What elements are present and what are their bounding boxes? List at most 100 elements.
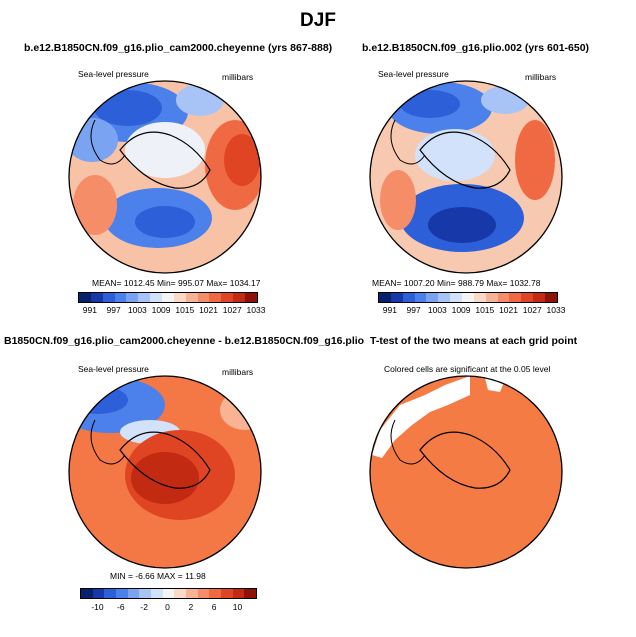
panel3-colorbar-swatch-6 <box>151 589 163 598</box>
panel3-colorbar-swatch-14 <box>244 589 257 598</box>
panel2-units: millibars <box>525 72 557 82</box>
panel3-stats: MIN = -6.66 MAX = 11.98 <box>110 571 206 581</box>
panel3-colorbar-tick-label: 2 <box>188 602 194 612</box>
panel1-colorbar-swatch-12 <box>221 293 234 302</box>
panel2-low-core <box>400 90 460 118</box>
panel1-colorbar-tick-label: 1033 <box>246 305 266 315</box>
panel1-units: millibars <box>222 72 254 82</box>
panel2-title: b.e12.B1850CN.f09_g16.plio.002 (yrs 601-… <box>362 42 590 54</box>
panel2-high-west <box>380 170 416 230</box>
panel2-high-east <box>515 120 555 200</box>
panel2-coastline2 <box>390 119 426 165</box>
panel1-colorbar-swatch-14 <box>245 293 257 302</box>
panel3-colorbar-swatch-8 <box>174 589 187 598</box>
panel3-colorbar-swatch-4 <box>127 589 140 598</box>
panel4-subtitle: Colored cells are significant at the 0.0… <box>384 364 551 374</box>
panel1-colorbar-swatch-8 <box>173 293 186 302</box>
panel1-colorbar-tick-label: 1027 <box>222 305 242 315</box>
panel1-colorbar-swatch-4 <box>126 293 139 302</box>
panel2-stats: MEAN= 1007.20 Min= 988.79 Max= 1032.78 <box>372 278 541 288</box>
panel2-colorbar-swatch-1 <box>390 293 403 302</box>
panel3-colorbar <box>80 588 257 599</box>
panel1-colorbar-swatch-13 <box>233 293 246 302</box>
panel3-colorbar-swatch-9 <box>186 589 198 598</box>
panel3-colorbar-swatch-11 <box>209 589 222 598</box>
panel4-title: T-test of the two means at each grid poi… <box>370 335 578 347</box>
panel2-colorbar-swatch-14 <box>545 293 557 302</box>
panel2-colorbar-tick-label: 1003 <box>427 305 447 315</box>
panel4-coastline2 <box>390 419 426 465</box>
panel3-colorbar-swatch-12 <box>221 589 233 598</box>
panel1-colorbar-swatch-1 <box>90 293 103 302</box>
panel2-colorbar-swatch-10 <box>497 293 510 302</box>
panel3-colorbar-swatch-13 <box>232 589 245 598</box>
panel1-stats: MEAN= 1012.45 Min= 995.07 Max= 1034.17 <box>92 278 261 288</box>
main-title: DJF <box>300 10 336 31</box>
panel1-title: b.e12.B1850CN.f09_g16.plio_cam2000.cheye… <box>24 42 333 54</box>
panel1-map-boundary <box>68 80 262 274</box>
panel2-neutral-center <box>415 129 495 181</box>
panel1-colorbar-swatch-5 <box>138 293 151 302</box>
panel3-colorbar-swatch-0 <box>81 589 93 598</box>
panel2-colorbar-swatch-3 <box>414 293 427 302</box>
panel4-coastline <box>419 431 511 489</box>
panel3-units: millibars <box>222 367 254 377</box>
panel3-colorbar-swatch-5 <box>139 589 152 598</box>
panel2-colorbar-swatch-7 <box>462 293 474 302</box>
panel1-colorbar-tick-label: 1021 <box>199 305 218 315</box>
panel2-coastline <box>419 131 511 189</box>
panel4-significant-cells <box>370 376 562 568</box>
panel2-colorbar-swatch-0 <box>379 293 391 302</box>
panel3-high-core <box>131 452 199 504</box>
panel1-high-west <box>73 175 117 235</box>
panel2-colorbar-tick-label: 991 <box>382 305 397 315</box>
panel1-coastline2 <box>90 119 126 165</box>
panel3-title: B1850CN.f09_g16.plio_cam2000.cheyenne - … <box>4 335 364 347</box>
panel1-colorbar-tick-label: 1015 <box>175 305 195 315</box>
panel1-coastline <box>119 131 211 189</box>
panel2-colorbar-tick-label: 1021 <box>499 305 518 315</box>
panel3-left-label: Sea-level pressure <box>78 364 149 374</box>
panel1-colorbar-swatch-7 <box>162 293 174 302</box>
panel1-colorbar-swatch-10 <box>197 293 210 302</box>
panel1-colorbar-swatch-6 <box>150 293 163 302</box>
panel1-left-label: Sea-level pressure <box>78 69 149 79</box>
panel3-map-boundary <box>68 375 262 569</box>
panel3-colorbar-tick-label: 0 <box>165 602 170 612</box>
panel1-colorbar-tick-label: 991 <box>82 305 97 315</box>
panel2-colorbar-swatch-6 <box>450 293 463 302</box>
panel1-high-core <box>224 134 260 186</box>
panel3-colorbar-swatch-2 <box>104 589 117 598</box>
panel3-colorbar-swatch-7 <box>162 589 175 598</box>
panel2-colorbar-swatch-11 <box>509 293 522 302</box>
panel3-colorbar-swatch-10 <box>197 589 210 598</box>
panel1-colorbar-swatch-9 <box>185 293 198 302</box>
panel3-colorbar-tick-label: 6 <box>211 602 217 612</box>
panel3-colorbar-swatch-1 <box>92 589 105 598</box>
panel3-colorbar-swatch-3 <box>116 589 128 598</box>
panel4-map-boundary <box>369 375 563 569</box>
panel2-map-boundary <box>369 80 563 274</box>
panel2-colorbar-tick-label: 1015 <box>475 305 495 315</box>
panel1-low-core <box>94 90 162 126</box>
panel2-left-label: Sea-level pressure <box>378 69 449 79</box>
panel4-insignificant-region <box>372 376 470 458</box>
panel1-colorbar-swatch-3 <box>114 293 127 302</box>
panel2-colorbar-tick-label: 1027 <box>522 305 542 315</box>
panel3-coastline2 <box>90 419 126 465</box>
panel3-colorbar-tick-label: -2 <box>140 602 148 612</box>
panel1-colorbar-swatch-11 <box>209 293 222 302</box>
panel1-colorbar-tick-label: 1009 <box>151 305 171 315</box>
panel1-low-south-core <box>135 206 195 238</box>
panel3-colorbar-tick-label: 10 <box>232 602 243 612</box>
panel1-colorbar-tick-label: 1003 <box>127 305 147 315</box>
panel1-neutral-center <box>125 122 205 178</box>
panel2-low-south-core <box>428 207 496 243</box>
panel2-colorbar-tick-label: 1033 <box>546 305 566 315</box>
panel3-colorbar-tick-label: -6 <box>117 602 125 612</box>
panel2-colorbar-swatch-2 <box>402 293 415 302</box>
panel3-coastline <box>119 431 211 489</box>
panel3-colorbar-tick-label: -10 <box>91 602 104 612</box>
